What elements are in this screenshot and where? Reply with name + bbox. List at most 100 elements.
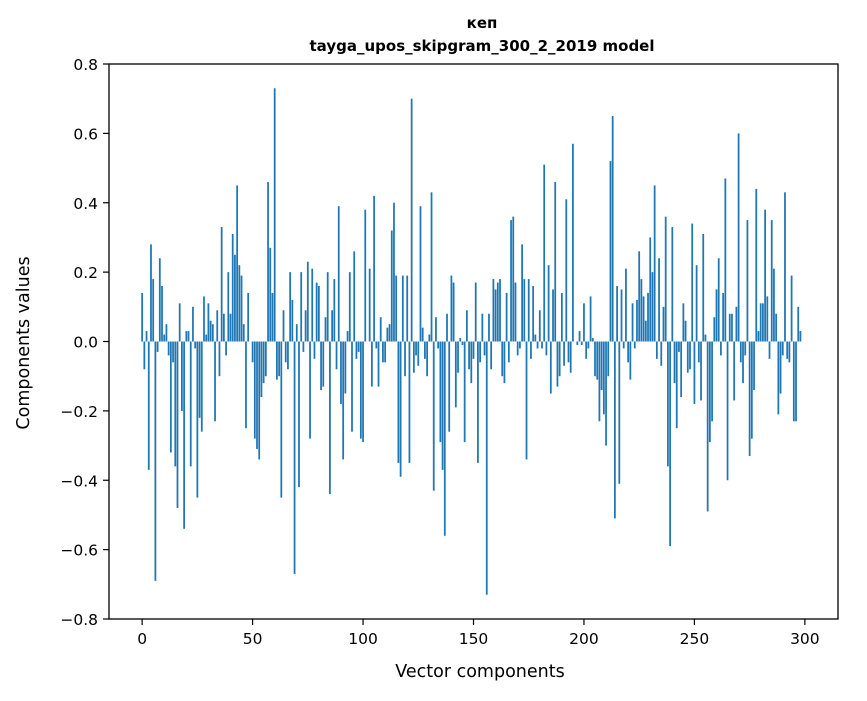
bar (627, 342, 629, 363)
bar (654, 185, 656, 341)
bar (671, 227, 673, 341)
bar (291, 300, 293, 342)
bar (413, 342, 415, 373)
bar (329, 342, 331, 495)
bar (325, 317, 327, 341)
bar (680, 342, 682, 398)
bar (694, 342, 696, 404)
bar (181, 342, 183, 411)
bar (729, 314, 731, 342)
bar (274, 88, 276, 341)
x-tick-label: 150 (459, 630, 489, 648)
bar (771, 220, 773, 341)
y-tick-label: 0.6 (73, 125, 98, 143)
bar (590, 296, 592, 341)
bar (548, 265, 550, 341)
bar (669, 342, 671, 547)
bar (307, 262, 309, 342)
bar (800, 331, 802, 341)
bar (603, 342, 605, 415)
bar (797, 307, 799, 342)
y-tick-label: −0.4 (60, 472, 98, 490)
bar (216, 310, 218, 341)
bar (705, 335, 707, 342)
bar (364, 210, 366, 342)
bar (177, 342, 179, 509)
bar (736, 307, 738, 342)
bar (289, 272, 291, 341)
bar (563, 342, 565, 366)
bar (537, 342, 539, 349)
bar (174, 342, 176, 467)
bar (727, 342, 729, 481)
bar (665, 217, 667, 342)
bar (333, 279, 335, 341)
bar (424, 342, 426, 359)
bar (356, 342, 358, 359)
bar (709, 342, 711, 443)
bar (592, 338, 594, 341)
y-tick-label: 0.4 (73, 195, 98, 213)
bar (587, 342, 589, 349)
bar (221, 227, 223, 341)
bar (146, 331, 148, 341)
bar (362, 342, 364, 443)
bar (599, 342, 601, 422)
bar (389, 324, 391, 341)
bar (678, 342, 680, 352)
bar (601, 342, 603, 391)
bar (782, 342, 784, 356)
bar (446, 314, 448, 342)
bar (459, 338, 461, 341)
bar (561, 293, 563, 342)
bar (616, 286, 618, 342)
bar (510, 220, 512, 341)
bar (391, 231, 393, 342)
bar (386, 328, 388, 342)
y-tick-label: 0.0 (73, 334, 98, 352)
bar (636, 300, 638, 342)
bar (185, 331, 187, 341)
bar (722, 293, 724, 342)
bar (612, 116, 614, 341)
bar (373, 196, 375, 342)
x-axis-label: Vector components (395, 662, 564, 682)
x-tick-label: 300 (790, 630, 820, 648)
bar (738, 133, 740, 341)
bar (225, 342, 227, 356)
bar (541, 342, 543, 349)
bar (400, 342, 402, 477)
bar (470, 342, 472, 384)
bar (758, 331, 760, 341)
bar (322, 342, 324, 387)
bar (241, 276, 243, 342)
bar (512, 217, 514, 342)
bar (431, 192, 433, 341)
bar (632, 303, 634, 341)
bar (760, 303, 762, 341)
x-tick-label: 100 (348, 630, 378, 648)
bar (784, 192, 786, 341)
bar (718, 258, 720, 341)
bar (208, 303, 210, 341)
bar (353, 251, 355, 341)
bar (641, 279, 643, 341)
bar (278, 342, 280, 377)
bar (610, 161, 612, 341)
y-axis-label: Components values (14, 256, 34, 429)
bar (188, 331, 190, 341)
bar (740, 342, 742, 363)
bar (296, 324, 298, 341)
bar (183, 342, 185, 529)
bar (318, 286, 320, 342)
bar (309, 342, 311, 439)
bar (484, 342, 486, 356)
bar (713, 317, 715, 341)
bar (689, 342, 691, 370)
bar (276, 342, 278, 380)
bar (552, 289, 554, 341)
bar (415, 342, 417, 356)
bar (252, 342, 254, 363)
bar (546, 342, 548, 356)
